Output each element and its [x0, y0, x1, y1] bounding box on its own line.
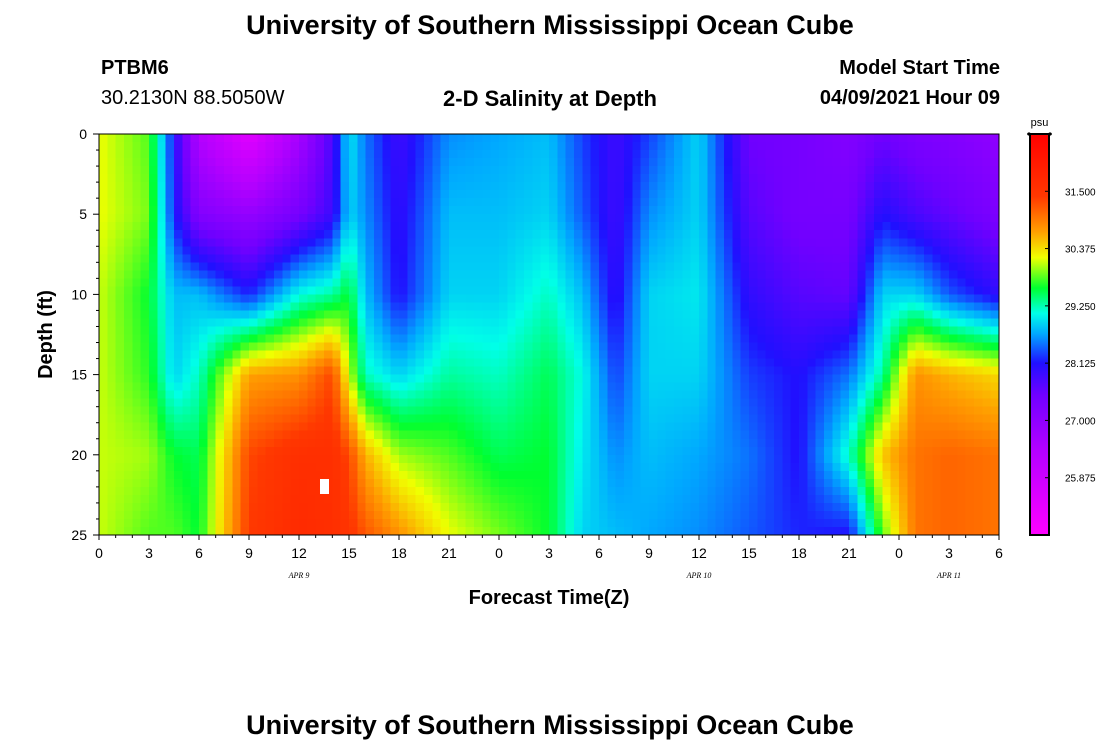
y-tick-label: 5	[79, 206, 87, 222]
y-tick-label: 25	[71, 527, 87, 543]
model-start-label: Model Start Time	[839, 57, 1000, 79]
x-tick-label: 6	[995, 545, 1003, 561]
x-tick-label: 9	[245, 545, 253, 561]
y-tick-label: 0	[79, 126, 87, 142]
x-tick-label: 0	[495, 545, 503, 561]
colorbar-tick-label: 28.125	[1065, 359, 1096, 370]
date-label: APR 10	[686, 571, 712, 580]
x-tick-label: 18	[391, 545, 407, 561]
x-tick-label: 3	[945, 545, 953, 561]
colorbar-cap-dot	[1027, 132, 1031, 136]
colorbar-tick-label: 30.375	[1065, 245, 1096, 256]
plot-marker	[320, 479, 329, 494]
y-tick-label: 20	[71, 447, 87, 463]
x-tick-label: 3	[145, 545, 153, 561]
x-tick-label: 21	[441, 545, 457, 561]
station-id: PTBM6	[101, 57, 169, 79]
x-tick-label: 0	[95, 545, 103, 561]
x-tick-label: 12	[291, 545, 307, 561]
colorbar-unit: psu	[1031, 117, 1049, 129]
page-title: University of Southern Mississippi Ocean…	[246, 10, 854, 40]
y-tick-label: 10	[71, 286, 87, 302]
station-coordinates: 30.2130N 88.5050W	[101, 87, 285, 109]
x-tick-label: 18	[791, 545, 807, 561]
x-tick-label: 0	[895, 545, 903, 561]
colorbar-tick-label: 25.875	[1065, 474, 1096, 485]
date-label: APR 9	[288, 571, 310, 580]
colorbar-cap-dot	[1048, 132, 1052, 136]
x-tick-label: 9	[645, 545, 653, 561]
colorbar-tick-label: 27.000	[1065, 416, 1096, 427]
x-tick-label: 6	[595, 545, 603, 561]
colorbar	[1029, 133, 1050, 536]
x-axis-title: Forecast Time(Z)	[469, 587, 630, 609]
plot-title: 2-D Salinity at Depth	[443, 86, 657, 111]
x-tick-label: 21	[841, 545, 857, 561]
y-axis-title: Depth (ft)	[35, 290, 57, 379]
y-tick-label: 15	[71, 367, 87, 383]
colorbar-tick-label: 29.250	[1065, 302, 1096, 313]
salinity-heatmap	[99, 134, 999, 535]
x-tick-label: 6	[195, 545, 203, 561]
model-start-value: 04/09/2021 Hour 09	[819, 87, 1000, 109]
x-tick-label: 15	[341, 545, 357, 561]
page-footer-title: University of Southern Mississippi Ocean…	[246, 710, 854, 740]
x-tick-label: 12	[691, 545, 707, 561]
colorbar-tick-label: 31.500	[1065, 187, 1096, 198]
x-tick-label: 3	[545, 545, 553, 561]
x-tick-label: 15	[741, 545, 757, 561]
date-label: APR 11	[936, 571, 961, 580]
